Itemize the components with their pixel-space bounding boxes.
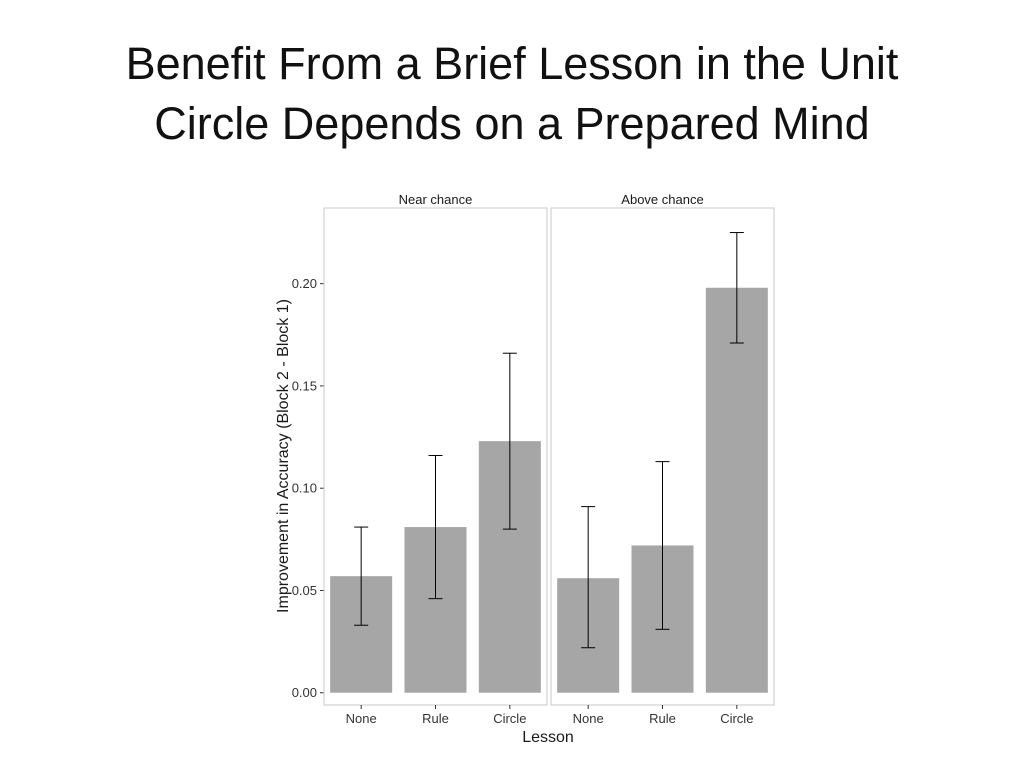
bar	[705, 287, 768, 693]
slide-title-line-1: Benefit From a Brief Lesson in the Unit	[125, 38, 899, 89]
y-tick-label: 0.00	[292, 685, 317, 700]
facet-panel: Above chance None Rule Circle	[550, 192, 775, 726]
x-tick-label: Rule	[649, 711, 676, 726]
facet-panel: Near chance None Rule Circle	[323, 192, 548, 726]
y-axis-title: Improvement in Accuracy (Block 2 - Block…	[275, 299, 292, 613]
slide-title: Benefit From a Brief Lesson in the Unit …	[0, 34, 1024, 154]
x-tick-label: None	[573, 711, 604, 726]
y-tick-label: 0.10	[292, 481, 317, 496]
x-axis-title: Lesson	[522, 729, 574, 746]
facet-strip-label: Near chance	[399, 192, 473, 207]
x-tick-label: Circle	[493, 711, 526, 726]
y-tick-label: 0.05	[292, 583, 317, 598]
y-tick-label: 0.20	[292, 276, 317, 291]
y-tick-label: 0.15	[292, 378, 317, 393]
x-tick-label: None	[346, 711, 377, 726]
facet-strip-label: Above chance	[621, 192, 703, 207]
x-tick-label: Rule	[422, 711, 449, 726]
x-tick-label: Circle	[720, 711, 753, 726]
slide-title-line-2: Circle Depends on a Prepared Mind	[154, 98, 870, 149]
chart-panels: Near chance None Rule Circle Above chance Non…	[323, 192, 775, 726]
y-axis: 0.00 0.05 0.10 0.15 0.20	[292, 276, 324, 700]
